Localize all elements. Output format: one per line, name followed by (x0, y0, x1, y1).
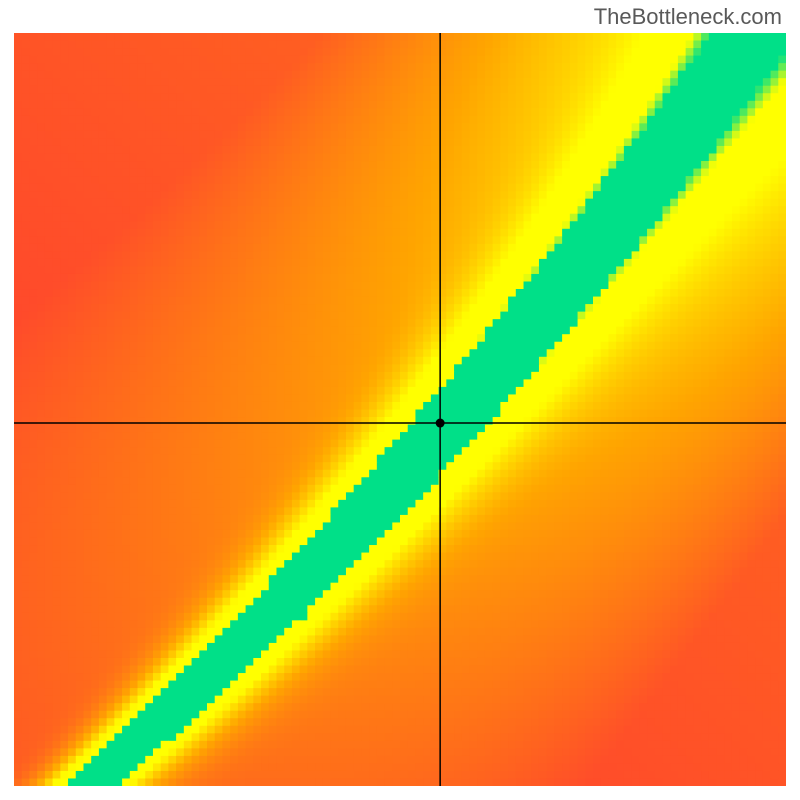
watermark-text: TheBottleneck.com (594, 4, 782, 30)
chart-frame: TheBottleneck.com (0, 0, 800, 800)
heatmap-canvas (14, 33, 786, 786)
crosshair-marker (436, 419, 445, 428)
heatmap-plot (14, 33, 786, 786)
